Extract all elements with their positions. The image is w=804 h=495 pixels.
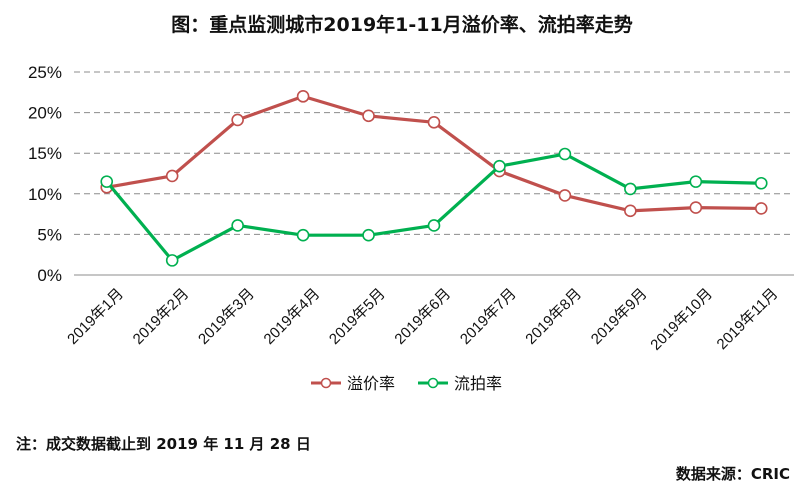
- x-tick-label: 2019年10月: [647, 285, 716, 354]
- data-point: [296, 228, 310, 242]
- data-point: [362, 109, 375, 123]
- data-point: [427, 219, 441, 232]
- data-point: [558, 147, 572, 161]
- x-tick-label: 2019年1月: [64, 285, 127, 348]
- data-point: [362, 228, 375, 242]
- legend-marker: [427, 377, 439, 389]
- y-tick-label: 0%: [37, 266, 62, 285]
- y-tick-label: 5%: [37, 225, 62, 244]
- x-tick-label: 2019年9月: [588, 285, 651, 348]
- x-tick-label: 2019年6月: [391, 285, 454, 348]
- data-point: [558, 189, 572, 202]
- chart-title: 图：重点监测城市2019年1-11月溢价率、流拍率走势: [171, 14, 633, 36]
- y-axis-ticks: 0% 5% 10% 15% 20% 25%: [28, 63, 62, 285]
- data-point: [624, 204, 637, 218]
- y-tick-label: 25%: [28, 63, 62, 82]
- y-tick-label: 15%: [28, 144, 62, 163]
- data-point: [296, 90, 310, 103]
- data-point: [689, 201, 703, 214]
- data-point: [165, 169, 179, 183]
- data-point: [754, 202, 768, 215]
- legend-marker: [320, 377, 332, 389]
- legend-label: 流拍率: [454, 375, 502, 393]
- data-point: [624, 182, 637, 196]
- grid-lines: [74, 71, 794, 276]
- data-source: 数据来源：CRIC: [675, 465, 790, 483]
- data-point: [231, 113, 244, 127]
- legend: 溢价率 流拍率: [311, 375, 502, 393]
- x-tick-label: 2019年5月: [326, 285, 389, 348]
- y-tick-label: 10%: [28, 185, 62, 204]
- x-tick-label: 2019年3月: [195, 285, 258, 348]
- series-line-2: [105, 152, 762, 262]
- data-point: [754, 176, 768, 190]
- x-tick-label: 2019年4月: [261, 285, 324, 348]
- data-point: [165, 254, 179, 267]
- x-axis-ticks: 2019年1月 2019年2月 2019年3月 2019年4月 2019年5月 2019年…: [64, 285, 781, 354]
- footnote: 注：成交数据截止到 2019 年 11 月 28 日: [16, 435, 311, 453]
- data-point: [231, 219, 244, 232]
- x-tick-label: 2019年7月: [457, 285, 520, 348]
- x-tick-label: 2019年11月: [714, 285, 782, 353]
- data-point: [493, 159, 506, 173]
- series-lines: [100, 90, 768, 267]
- y-tick-label: 20%: [28, 104, 62, 123]
- legend-label: 溢价率: [347, 375, 395, 393]
- data-point: [689, 175, 703, 188]
- x-tick-label: 2019年8月: [522, 285, 585, 348]
- data-point: [427, 116, 441, 129]
- x-tick-label: 2019年2月: [130, 285, 193, 348]
- data-point: [100, 175, 114, 188]
